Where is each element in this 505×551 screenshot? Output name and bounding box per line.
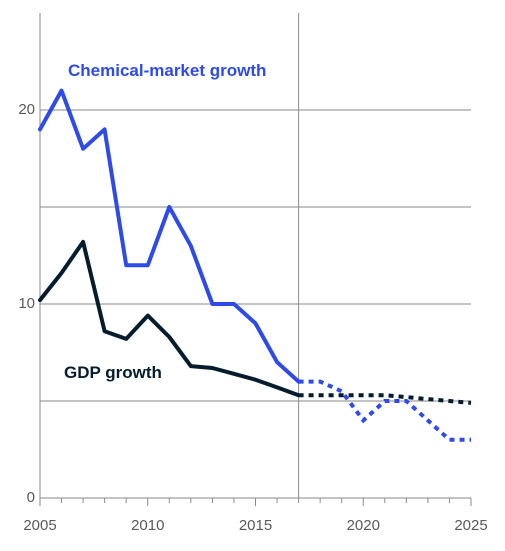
y-tick-label-0: 0 bbox=[27, 489, 35, 506]
series-0-actual-line bbox=[38, 88, 301, 384]
grid bbox=[40, 109, 471, 402]
x-tick-label-2025: 2025 bbox=[454, 517, 487, 534]
axes bbox=[39, 13, 472, 506]
labels: 2005 2010 2015 2020 2025 0 10 20 Chemical-market… bbox=[18, 61, 487, 534]
y-tick-label-20: 20 bbox=[18, 101, 35, 118]
series-lines bbox=[38, 88, 472, 442]
x-tick-label-2015: 2015 bbox=[239, 517, 272, 534]
y-tick-label-10: 10 bbox=[18, 295, 35, 312]
x-tick-label-2005: 2005 bbox=[23, 517, 56, 534]
series-1-actual-line bbox=[38, 239, 301, 398]
x-tick-label-2020: 2020 bbox=[347, 517, 380, 534]
series-1-label: GDP growth bbox=[64, 363, 162, 382]
series-0-label: Chemical-market growth bbox=[68, 61, 266, 80]
x-tick-label-2010: 2010 bbox=[131, 517, 164, 534]
series-1-forecast-line bbox=[298, 393, 472, 405]
series-0-forecast-line bbox=[298, 379, 471, 442]
